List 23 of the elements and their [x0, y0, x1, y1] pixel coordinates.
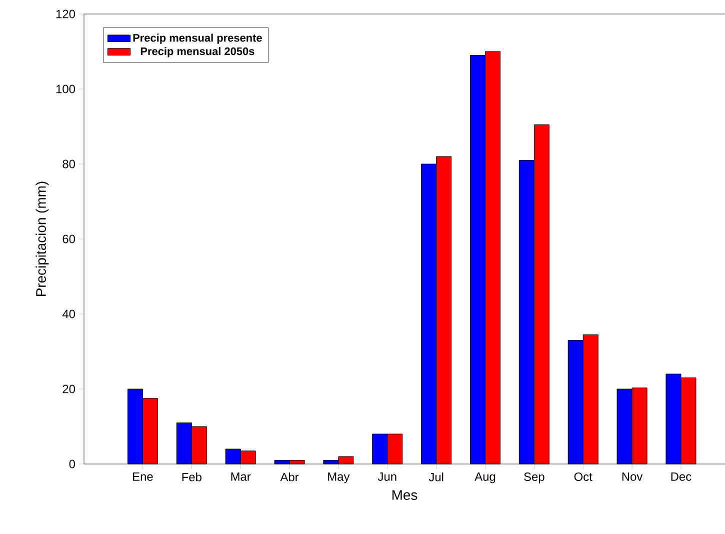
y-tick-label: 0	[69, 460, 76, 468]
x-tick-label: Jun	[378, 472, 396, 481]
x-tick-label: Sep	[524, 472, 544, 484]
x-axis-title: Mes	[392, 490, 418, 500]
legend-label: Precip mensual 2050s	[140, 47, 254, 58]
legend-label: Precip mensual presente	[133, 34, 262, 44]
x-tick-label: Nov	[622, 472, 643, 481]
y-tick-label: 100	[56, 84, 76, 94]
y-tick-label: 40	[62, 310, 76, 318]
y-tick-label: 60	[62, 234, 76, 244]
x-tick-label: Ene	[133, 472, 153, 481]
x-tick-label: Feb	[182, 472, 202, 482]
x-tick-label: Mar	[231, 472, 251, 481]
y-tick-label: 20	[62, 384, 76, 394]
x-tick-label: Oct	[574, 472, 592, 481]
x-tick-label: Jul	[428, 472, 444, 482]
x-tick-label: Abr	[280, 472, 299, 482]
x-tick-label: May	[328, 472, 350, 484]
y-tick-label: 120	[56, 10, 76, 18]
y-tick-label: 80	[62, 160, 76, 168]
y-axis-title: Precipitacion (mm)	[36, 182, 49, 296]
x-tick-label: Aug	[474, 472, 496, 484]
x-tick-label: Dec	[671, 472, 692, 481]
